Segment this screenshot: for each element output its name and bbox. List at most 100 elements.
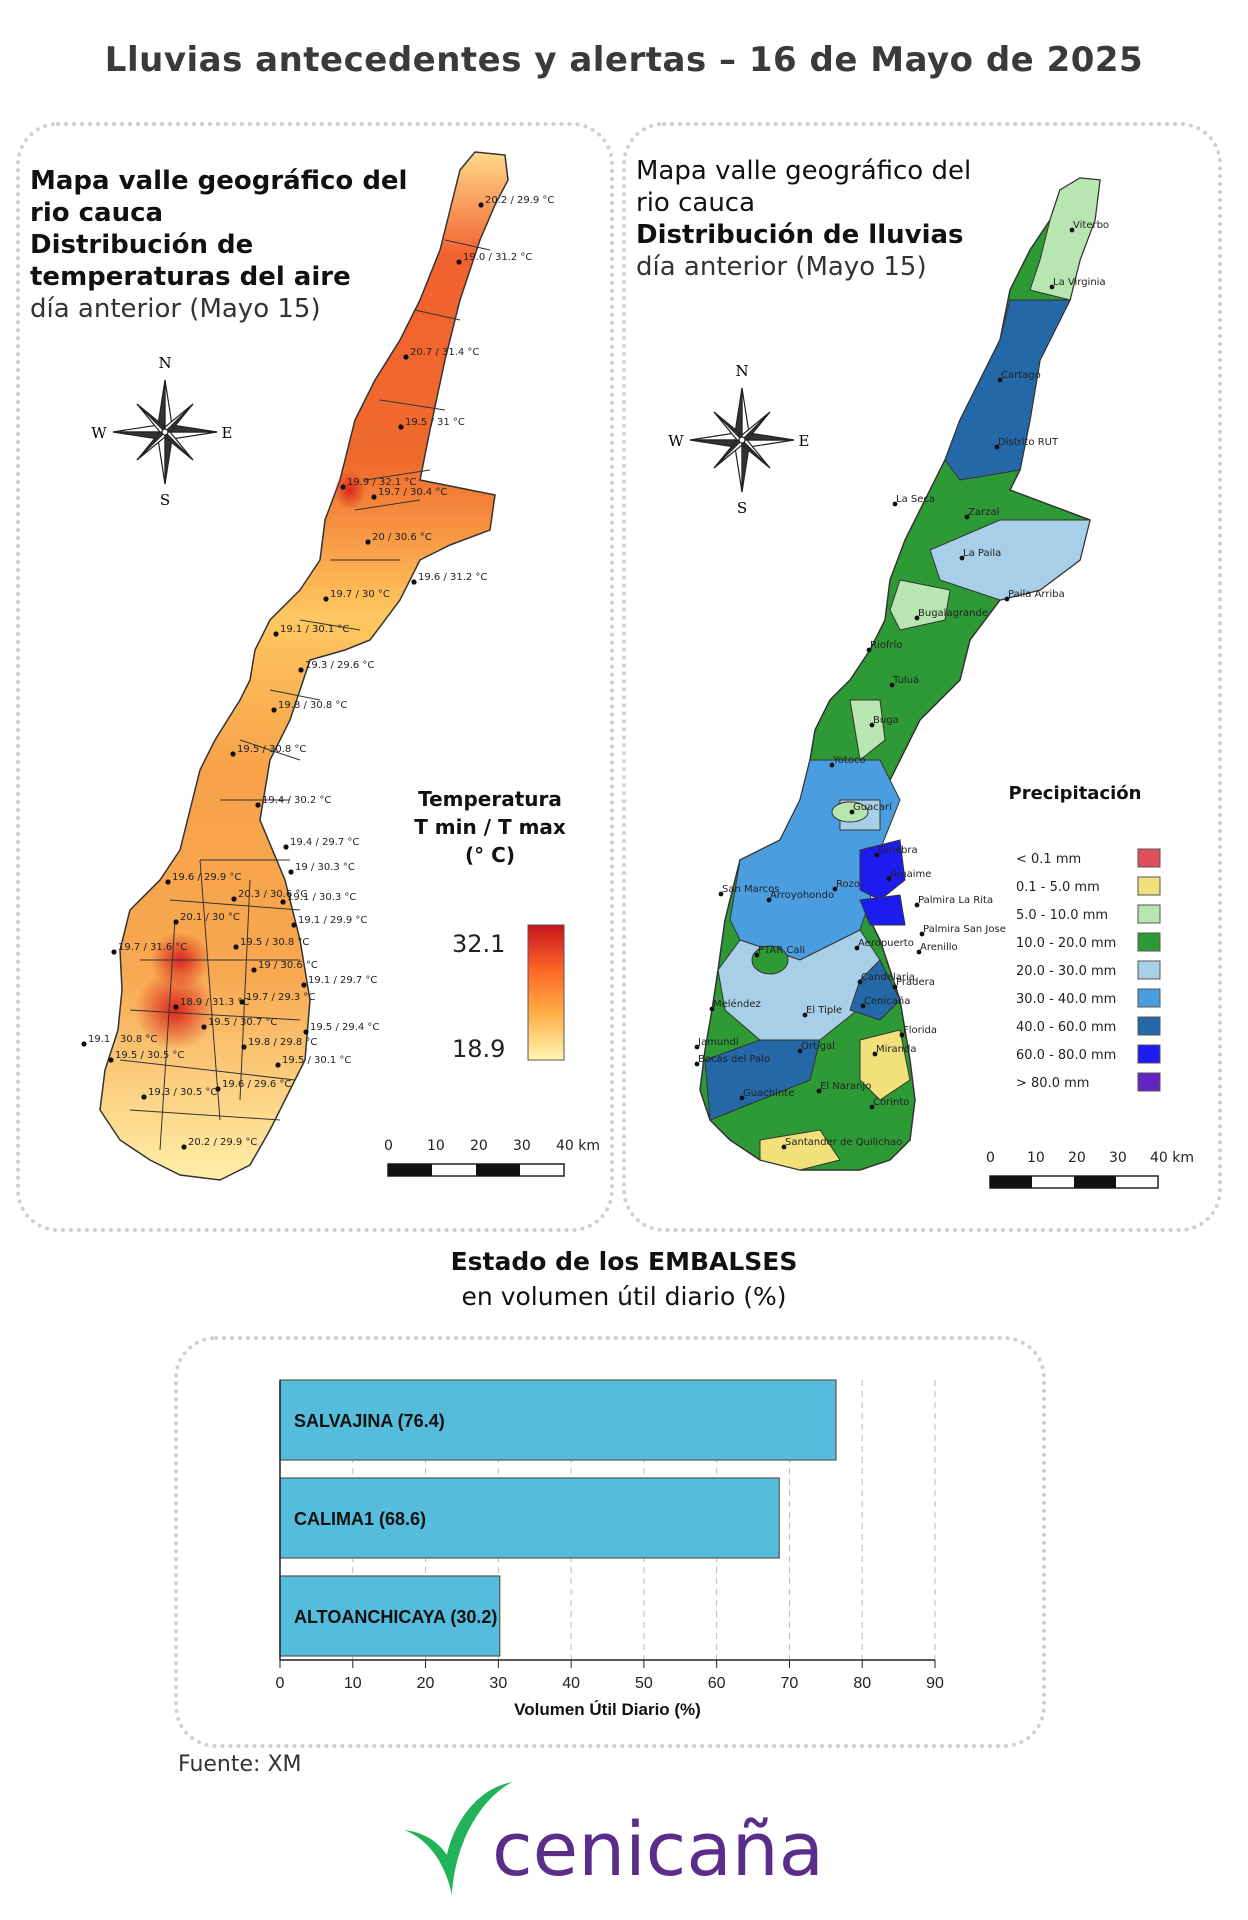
station-dot: [456, 259, 462, 265]
station-label: 20.3 / 30.6 °C: [238, 889, 307, 900]
station-label: Cenicaña: [864, 996, 910, 1007]
station-label: Bocas del Palo: [698, 1054, 770, 1065]
reservoirs-title: Estado de los EMBALSES: [450, 1247, 798, 1276]
station-dot: [997, 377, 1003, 383]
station-dot: [892, 501, 898, 507]
rainfall-map-title: Mapa valle geográfico del rio cauca Dist…: [636, 155, 971, 283]
station-dot: [1004, 596, 1010, 602]
station-label: 20.7 / 31.4 °C: [410, 347, 479, 358]
station-dot: [403, 354, 409, 360]
station-dot: [869, 1104, 875, 1110]
station-dot: [478, 202, 484, 208]
station-label: Ginebra: [878, 845, 918, 856]
station-label: 19.5 / 30.7 °C: [208, 1017, 277, 1028]
station-label: 19.1 / 30.1 °C: [280, 624, 349, 635]
compass-s: S: [737, 499, 747, 517]
temperature-color-bar: [527, 924, 565, 1061]
station-dot: [886, 876, 892, 882]
station-label: 20.2 / 29.9 °C: [485, 195, 554, 206]
station-label: Florida: [903, 1025, 937, 1036]
temperature-scale-bar: 0 10 20 30 40 km: [384, 1138, 600, 1177]
legend-label: 30.0 - 40.0 mm: [1016, 992, 1116, 1007]
temp-legend-title-1: Temperatura: [418, 787, 562, 811]
temp-title-line3: Distribución de: [30, 230, 254, 260]
x-tick-label: 30: [489, 1675, 507, 1692]
legend-label: > 80.0 mm: [1016, 1076, 1089, 1091]
compass-e: E: [799, 432, 810, 450]
station-label: 19.3 / 29.6 °C: [305, 660, 374, 671]
rain-title-line3: Distribución de lluvias: [636, 220, 964, 250]
x-tick-label: 0: [276, 1675, 285, 1692]
station-label: 19.5 / 30.5 °C: [115, 1050, 184, 1061]
station-label: 19.6 / 31.2 °C: [418, 572, 487, 583]
station-dot: [959, 555, 965, 561]
station-label: Miranda: [876, 1044, 916, 1055]
station-dot: [832, 886, 838, 892]
temperature-map: 20.2 / 29.9 °C 19.0 / 31.2 °C 20.7 / 31.4 …: [81, 151, 554, 1181]
station-dot: [709, 1006, 715, 1012]
station-dot: [81, 1041, 87, 1047]
station-dot: [201, 1024, 207, 1030]
station-dot: [866, 647, 872, 653]
leaf-logo-icon: [404, 1782, 512, 1895]
station-label: Riofrío: [870, 639, 902, 651]
station-dot: [291, 922, 297, 928]
station-dot: [694, 1061, 700, 1067]
station-label: Paila Arriba: [1008, 589, 1065, 600]
station-dot: [230, 751, 236, 757]
station-label: 19.7 / 30.4 °C: [378, 487, 447, 498]
station-dot: [1069, 227, 1075, 233]
station-label: Palmira San Jose: [923, 924, 1006, 935]
station-dot: [215, 1086, 221, 1092]
station-dot: [860, 1003, 866, 1009]
station-dot: [108, 1057, 114, 1063]
temp-legend-title-3: (° C): [465, 843, 515, 867]
station-dot: [323, 596, 329, 602]
temp-legend-max: 32.1: [452, 930, 506, 958]
temperature-region-outline: [99, 151, 509, 1181]
station-label: Buga: [873, 715, 899, 726]
station-dot: [718, 891, 724, 897]
station-dot: [919, 931, 925, 937]
station-label: Cartago: [1001, 370, 1041, 381]
station-label: Corinto: [873, 1097, 909, 1108]
station-label: 19 / 30.6 °C: [258, 960, 318, 971]
scale-label: 40 km: [1150, 1150, 1194, 1166]
legend-swatch: [1137, 1044, 1161, 1064]
station-label: 19.7 / 30 °C: [330, 589, 390, 600]
precipitation-legend-title: Precipitación: [1008, 783, 1142, 804]
station-dot: [889, 682, 895, 688]
station-label: Viterbo: [1073, 220, 1109, 231]
scale-label: 10: [427, 1138, 445, 1154]
station-label: Pradera: [896, 977, 935, 988]
station-label: 19.5 / 30.8 °C: [240, 937, 309, 948]
station-label: 20.1 / 30 °C: [180, 912, 240, 923]
station-label: Candelaria: [861, 972, 915, 983]
compass-n: N: [735, 362, 748, 380]
temperature-legend-title: Temperatura T min / T max (° C): [400, 785, 580, 869]
station-label: Jamundí: [697, 1036, 740, 1048]
station-dot: [241, 1044, 247, 1050]
x-tick-label: 40: [562, 1675, 580, 1692]
main-title: Lluvias antecedentes y alertas – 16 de M…: [104, 40, 1144, 80]
bar-label: CALIMA1 (68.6): [294, 1509, 426, 1529]
x-tick-label: 20: [417, 1675, 435, 1692]
station-dot: [892, 984, 898, 990]
station-label: 19.8 / 29.8 °C: [248, 1037, 317, 1048]
scale-label: 0: [384, 1138, 393, 1154]
station-dot: [766, 897, 772, 903]
station-dot: [797, 1048, 803, 1054]
station-dot: [251, 967, 257, 973]
scale-label: 20: [470, 1138, 488, 1154]
rainfall-scale-bar: 0 10 20 30 40 km: [986, 1150, 1194, 1189]
station-label: Palmira La Rita: [918, 895, 993, 906]
reservoirs-subtitle: en volumen útil diario (%): [461, 1282, 787, 1311]
station-label: Rozo: [836, 879, 860, 890]
station-dot: [141, 1094, 147, 1100]
compass-w: W: [91, 424, 107, 442]
x-tick-label: 80: [853, 1675, 871, 1692]
station-label: 19.5 / 30.1 °C: [282, 1055, 351, 1066]
scale-label: 0: [986, 1150, 995, 1166]
legend-swatch: [1137, 988, 1161, 1008]
temp-title-line4: temperaturas del aire: [30, 262, 351, 292]
